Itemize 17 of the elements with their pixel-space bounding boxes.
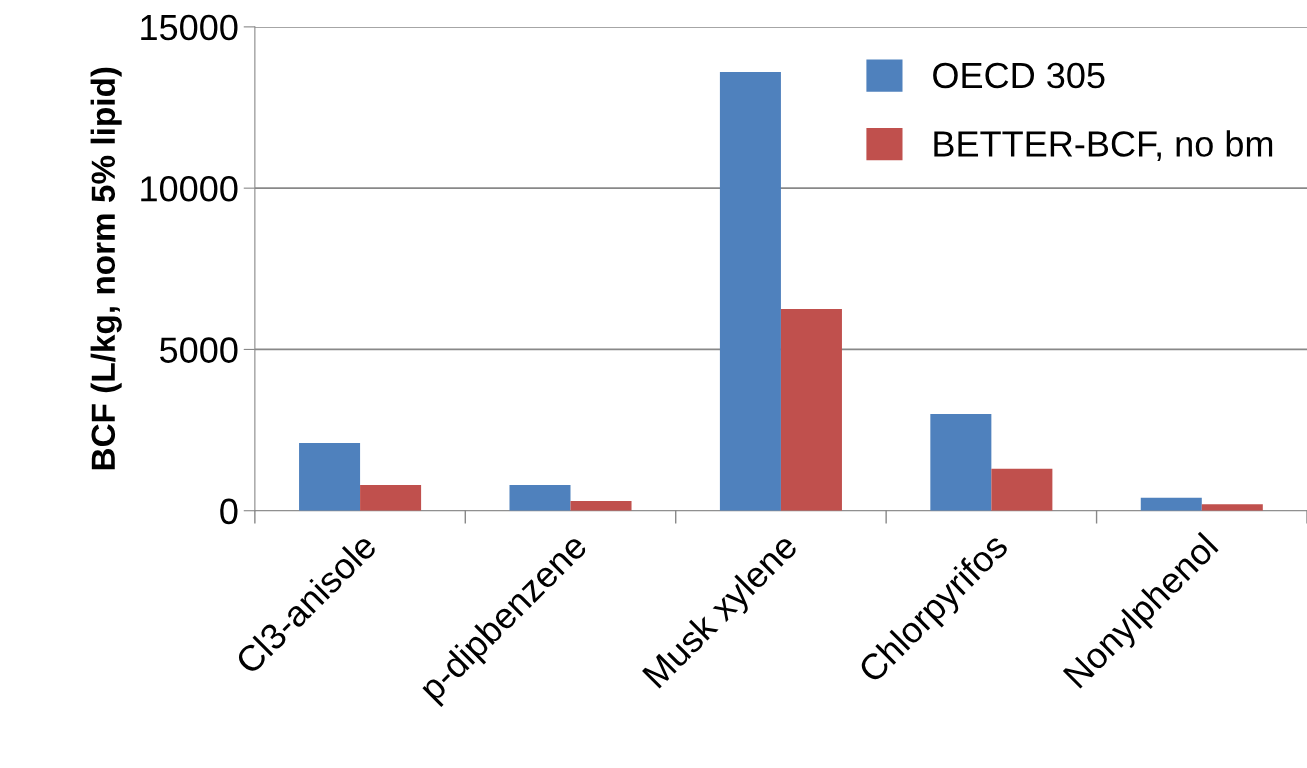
bar <box>719 72 781 511</box>
bar <box>509 484 571 511</box>
bar <box>360 484 422 511</box>
bar <box>930 413 992 511</box>
bar <box>991 468 1053 511</box>
bar <box>1201 504 1263 511</box>
y-tick-label: 10000 <box>141 176 238 202</box>
y-tick-label: 5000 <box>160 337 238 363</box>
bar <box>1140 497 1202 511</box>
legend-label: OECD 305 <box>933 62 1105 89</box>
y-tick-label: 15000 <box>141 14 238 41</box>
y-tick-label: 0 <box>220 498 238 525</box>
bar <box>780 309 842 511</box>
y-axis-title: BCF (L/kg, norm 5% lipid) <box>90 67 122 470</box>
legend-label: BETTER-BCF, no bm <box>934 130 1273 162</box>
bar <box>570 501 632 511</box>
bar <box>299 442 361 511</box>
